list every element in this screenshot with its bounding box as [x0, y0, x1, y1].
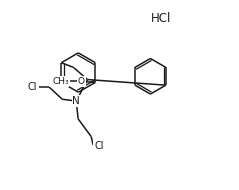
Text: Cl: Cl [27, 82, 37, 92]
Text: N: N [72, 96, 80, 106]
Text: Cl: Cl [94, 141, 103, 151]
Text: O: O [78, 77, 85, 86]
Text: HCl: HCl [151, 12, 171, 25]
Text: CH₃: CH₃ [52, 77, 69, 86]
